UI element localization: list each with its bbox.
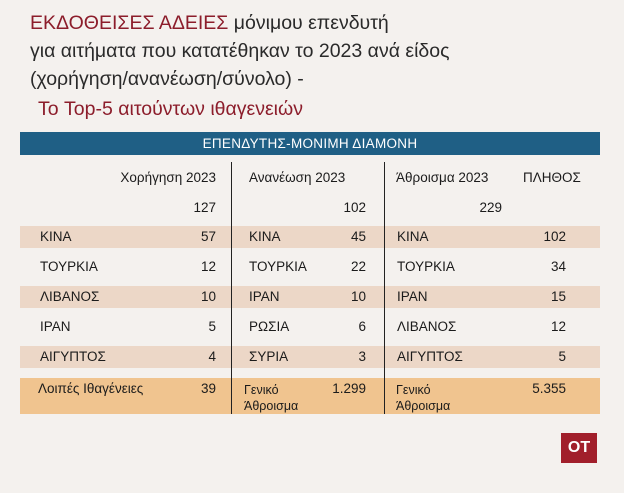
sum-value: 34 xyxy=(550,259,566,274)
grant-country: ΚΙΝΑ xyxy=(40,229,72,244)
column-divider xyxy=(231,162,232,414)
header-count: ΠΛΗΘΟΣ xyxy=(523,170,581,185)
total-renewal: 102 xyxy=(343,200,366,215)
renewal-value: 45 xyxy=(350,229,366,244)
renewal-country: ΚΙΝΑ xyxy=(249,229,281,244)
total-row-stripe xyxy=(20,378,600,414)
sum-value: 5 xyxy=(558,349,566,364)
grant-country: ΙΡΑΝ xyxy=(40,319,71,334)
column-divider xyxy=(384,162,385,414)
grant-country: ΛΙΒΑΝΟΣ xyxy=(40,289,100,304)
sum-value: 15 xyxy=(550,289,566,304)
renewal-country: ΤΟΥΡΚΙΑ xyxy=(249,259,307,274)
subtitle: Το Top-5 αιτούντων ιθαγενειών xyxy=(38,98,303,120)
title-line-2: για αιτήματα που κατατέθηκαν το 2023 ανά… xyxy=(30,40,450,62)
header-grant: Χορήγηση 2023 xyxy=(120,170,216,185)
row-stripe xyxy=(20,286,600,308)
grant-country: ΤΟΥΡΚΙΑ xyxy=(40,259,98,274)
grant-value: 10 xyxy=(200,289,216,304)
sum-country: ΛΙΒΑΝΟΣ xyxy=(397,319,457,334)
header-renewal: Ανανέωση 2023 xyxy=(249,170,346,185)
sum-value: 102 xyxy=(543,229,566,244)
title-highlight: ΕΚΔΟΘΕΙΣΕΣ ΑΔΕΙΕΣ xyxy=(30,12,229,34)
renewal-value: 22 xyxy=(350,259,366,274)
sum-value: 12 xyxy=(550,319,566,334)
row-stripe xyxy=(20,346,600,368)
sum-country: ΤΟΥΡΚΙΑ xyxy=(397,259,455,274)
grant-value: 57 xyxy=(200,229,216,244)
sum-country: ΚΙΝΑ xyxy=(397,229,429,244)
grant-value: 12 xyxy=(200,259,216,274)
sum-country: ΑΙΓΥΠΤΟΣ xyxy=(397,349,463,364)
renewal-value: 3 xyxy=(358,349,366,364)
title-line-3: (χορήγηση/ανανέωση/σύνολο) - xyxy=(30,68,304,90)
ot-logo: OT xyxy=(561,433,597,463)
other-nationalities-label: Λοιπές Ιθαγένειες xyxy=(38,381,144,396)
grant-value: 5 xyxy=(208,319,216,334)
grant-country: ΑΙΓΥΠΤΟΣ xyxy=(40,349,106,364)
renewal-value: 10 xyxy=(350,289,366,304)
sum-grand-total-value: 5.355 xyxy=(532,381,566,396)
total-grant: 127 xyxy=(193,200,216,215)
total-sum: 229 xyxy=(479,200,502,215)
renewal-country: ΙΡΑΝ xyxy=(249,289,280,304)
other-nationalities-value: 39 xyxy=(200,381,216,396)
grant-value: 4 xyxy=(208,349,216,364)
renewal-country: ΡΩΣΙΑ xyxy=(249,319,290,334)
row-stripe xyxy=(20,226,600,248)
renewal-grand-total-value: 1.299 xyxy=(332,381,366,396)
title-line-1-rest: μόνιμου επενδυτή xyxy=(228,12,389,34)
renewal-value: 6 xyxy=(358,319,366,334)
renewal-grand-total-label: Γενικό Άθροισμα xyxy=(244,383,299,413)
renewal-country: ΣΥΡΙΑ xyxy=(249,349,289,364)
header-sum: Άθροισμα 2023 xyxy=(396,170,489,185)
table-banner: ΕΠΕΝΔΥΤΗΣ-ΜΟΝΙΜΗ ΔΙΑΜΟΝΗ xyxy=(20,132,600,155)
title-line-1: ΕΚΔΟΘΕΙΣΕΣ ΑΔΕΙΕΣ μόνιμου επενδυτή xyxy=(30,11,389,35)
sum-country: ΙΡΑΝ xyxy=(397,289,428,304)
sum-grand-total-label: Γενικό Άθροισμα xyxy=(396,383,451,413)
